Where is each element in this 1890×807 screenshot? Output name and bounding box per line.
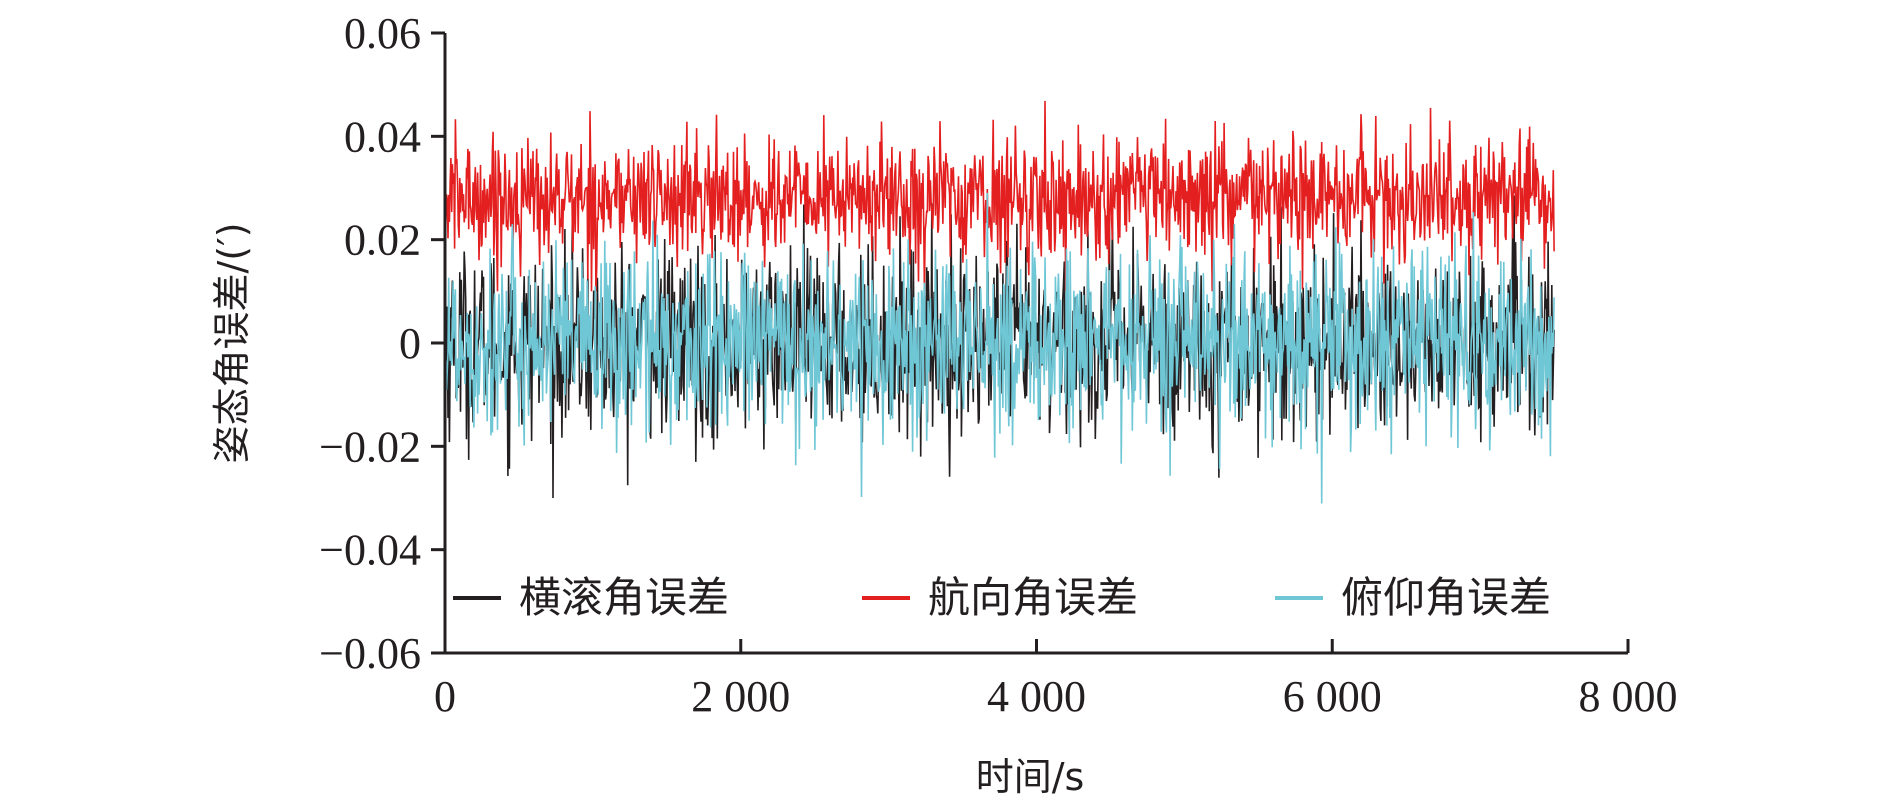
x-tick-label: 0 xyxy=(434,672,456,721)
y-tick-label: 0.02 xyxy=(344,216,421,265)
legend-label-1: 横滚角误差 xyxy=(519,573,729,622)
y-tick-label: 0.04 xyxy=(344,112,421,161)
x-tick-label: 8 000 xyxy=(1579,672,1678,721)
x-axis-label: 时间/s xyxy=(976,755,1085,799)
y-tick-label: −0.04 xyxy=(319,526,421,575)
legend: 横滚角误差 航向角误差 俯仰角误差 xyxy=(453,573,1551,622)
y-tick-label: −0.06 xyxy=(319,629,421,678)
y-tick-label: 0.06 xyxy=(344,9,421,58)
series-line-2 xyxy=(444,100,1555,292)
plot-series xyxy=(444,100,1555,504)
series-line-3 xyxy=(444,192,1555,504)
x-tick-label: 4 000 xyxy=(987,672,1086,721)
legend-label-2: 航向角误差 xyxy=(928,573,1138,622)
legend-label-3: 俯仰角误差 xyxy=(1341,573,1551,622)
x-tick-label: 6 000 xyxy=(1283,672,1382,721)
y-tick-label: −0.02 xyxy=(319,422,421,471)
x-tick-label: 2 000 xyxy=(691,672,790,721)
y-axis-label: 姿态角误差/(′) xyxy=(210,222,254,463)
ticks: 0.06 0.04 0.02 0 −0.02 −0.04 −0.06 0 2 000 4 000 6… xyxy=(319,9,1677,721)
y-tick-label: 0 xyxy=(399,319,421,368)
